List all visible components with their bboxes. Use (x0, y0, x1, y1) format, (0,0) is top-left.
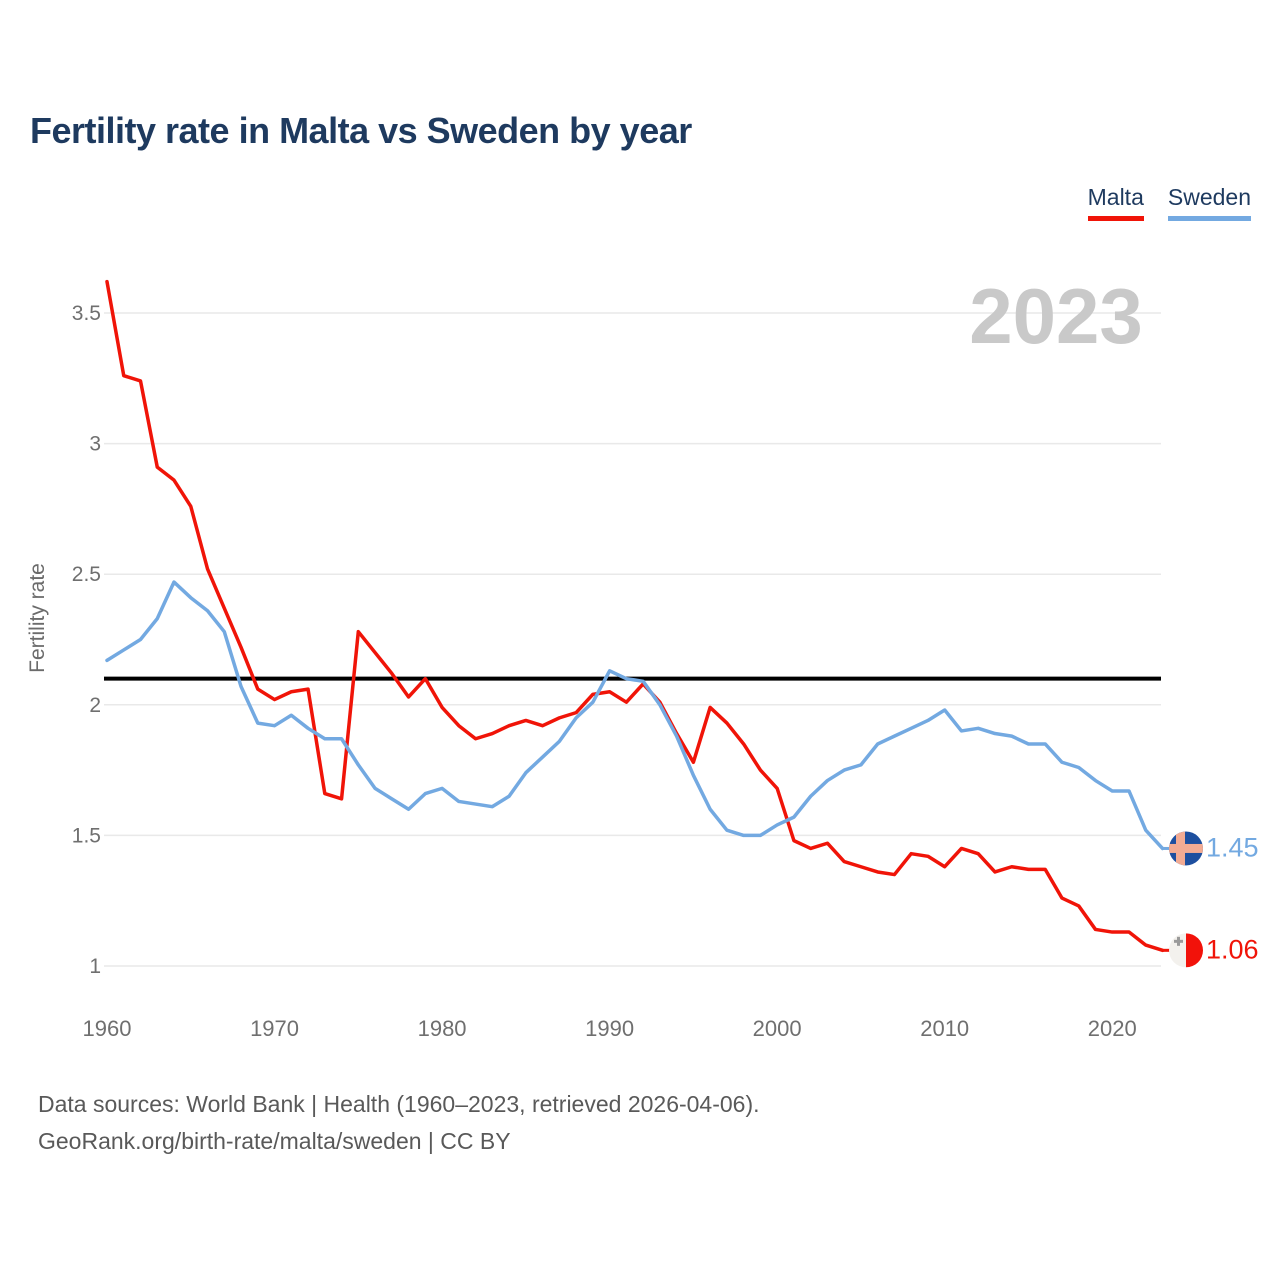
x-tick-label-1980: 1980 (418, 1016, 467, 1041)
x-tick-label-2010: 2010 (920, 1016, 969, 1041)
data-sources-line: Data sources: World Bank | Health (1960–… (38, 1091, 760, 1117)
malta-flag-red-half (1186, 933, 1203, 968)
series-line-sweden (105, 580, 1165, 851)
y-tick-label-1: 1 (89, 955, 101, 978)
legend-item-sweden[interactable]: Sweden (1167, 184, 1251, 221)
malta-george-cross-h (1174, 939, 1183, 943)
watermark-year: 2023 (969, 272, 1143, 360)
y-tick-label-2.5: 2.5 (72, 563, 101, 586)
series-line-malta (105, 279, 1165, 953)
sweden-flag-cross-v (1176, 831, 1185, 866)
x-tick-label-2020: 2020 (1088, 1016, 1137, 1041)
y-axis-title: Fertility rate (26, 563, 49, 673)
x-tick-label-1990: 1990 (585, 1016, 634, 1041)
sweden-flag-cross-h (1169, 843, 1203, 853)
end-value-label-sweden: 1.45 (1206, 832, 1259, 862)
flag-badge-sweden (1169, 831, 1203, 866)
y-tick-label-1.5: 1.5 (72, 824, 101, 847)
legend-item-malta[interactable]: Malta (1087, 184, 1144, 221)
legend: Malta Sweden (1087, 184, 1251, 221)
y-tick-label-2: 2 (89, 694, 101, 717)
y-tick-label-3: 3 (89, 433, 101, 456)
footer: Data sources: World Bank | Health (1960–… (38, 1086, 760, 1160)
x-tick-label-2000: 2000 (753, 1016, 802, 1041)
x-tick-label-1970: 1970 (250, 1016, 299, 1041)
flag-badge-malta (1169, 933, 1203, 968)
end-value-label-malta: 1.06 (1206, 934, 1259, 964)
page-title: Fertility rate in Malta vs Sweden by yea… (30, 110, 692, 151)
x-tick-label-1960: 1960 (83, 1016, 132, 1041)
attribution-line: GeoRank.org/birth-rate/malta/sweden | CC… (38, 1128, 511, 1154)
y-tick-label-3.5: 3.5 (72, 302, 101, 325)
